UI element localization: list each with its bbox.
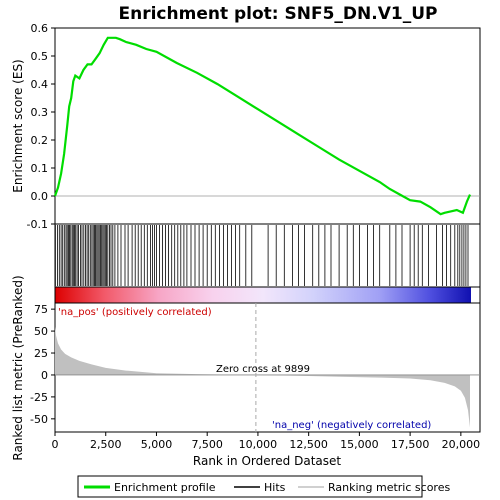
x-tick-label: 10,000 [239, 438, 278, 451]
metric-y-tick-label: 50 [34, 325, 48, 338]
es-y-tick-label: 0.1 [31, 162, 49, 175]
metric-x-ticks: 0 2,500 5,000 7,500 10,000 12,500 15,000 17,500… [52, 432, 481, 451]
hits-panel [54, 223, 481, 288]
metric-y-axis-label: Ranked list metric (PreRanked) [11, 275, 25, 460]
x-tick-label: 5,000 [141, 438, 173, 451]
rank-color-bar [55, 287, 471, 303]
metric-y-tick-label: 0 [41, 369, 48, 382]
x-axis-label: Rank in Ordered Dataset [193, 454, 341, 468]
es-y-tick-label: 0.6 [31, 22, 49, 35]
es-y-tick-label: 0.5 [31, 50, 49, 63]
x-tick-label: 7,500 [191, 438, 223, 451]
neg-label: 'na_neg' (negatively correlated) [272, 420, 431, 431]
es-y-tick-label: 0.3 [31, 106, 49, 119]
es-y-ticks: -0.1 0.0 0.1 0.2 0.3 0.4 0.5 0.6 [27, 22, 55, 231]
es-panel [54, 27, 481, 225]
x-tick-label: 0 [52, 438, 59, 451]
x-tick-label: 17,500 [391, 438, 430, 451]
metric-y-tick-label: -50 [30, 413, 48, 426]
es-y-tick-label: 0.4 [31, 78, 49, 91]
legend-hits-label: Hits [264, 481, 286, 494]
zero-cross-label: Zero cross at 9899 [216, 364, 310, 375]
chart-title: Enrichment plot: SNF5_DN.V1_UP [119, 4, 438, 24]
legend-profile-label: Enrichment profile [114, 481, 216, 494]
enrichment-profile-line [53, 36, 472, 216]
pos-label: 'na_pos' (positively correlated) [58, 307, 212, 318]
metric-y-ticks: 75 50 25 0 -25 -50 [30, 303, 55, 426]
es-y-tick-label: 0.2 [31, 134, 49, 147]
x-tick-label: 15,000 [340, 438, 379, 451]
hits-marks [55, 225, 469, 286]
x-tick-label: 12,500 [289, 438, 328, 451]
es-y-tick-label: -0.1 [27, 218, 48, 231]
metric-y-tick-label: 75 [34, 303, 48, 316]
legend-metric-label: Ranking metric scores [328, 481, 450, 494]
metric-panel [54, 302, 481, 433]
ranking-metric-area [55, 326, 470, 428]
x-tick-label: 2,500 [90, 438, 122, 451]
es-y-tick-label: 0.0 [31, 190, 49, 203]
metric-y-tick-label: -25 [30, 391, 48, 404]
x-tick-label: 20,000 [442, 438, 481, 451]
es-y-axis-label: Enrichment score (ES) [11, 59, 25, 192]
metric-y-tick-label: 25 [34, 347, 48, 360]
